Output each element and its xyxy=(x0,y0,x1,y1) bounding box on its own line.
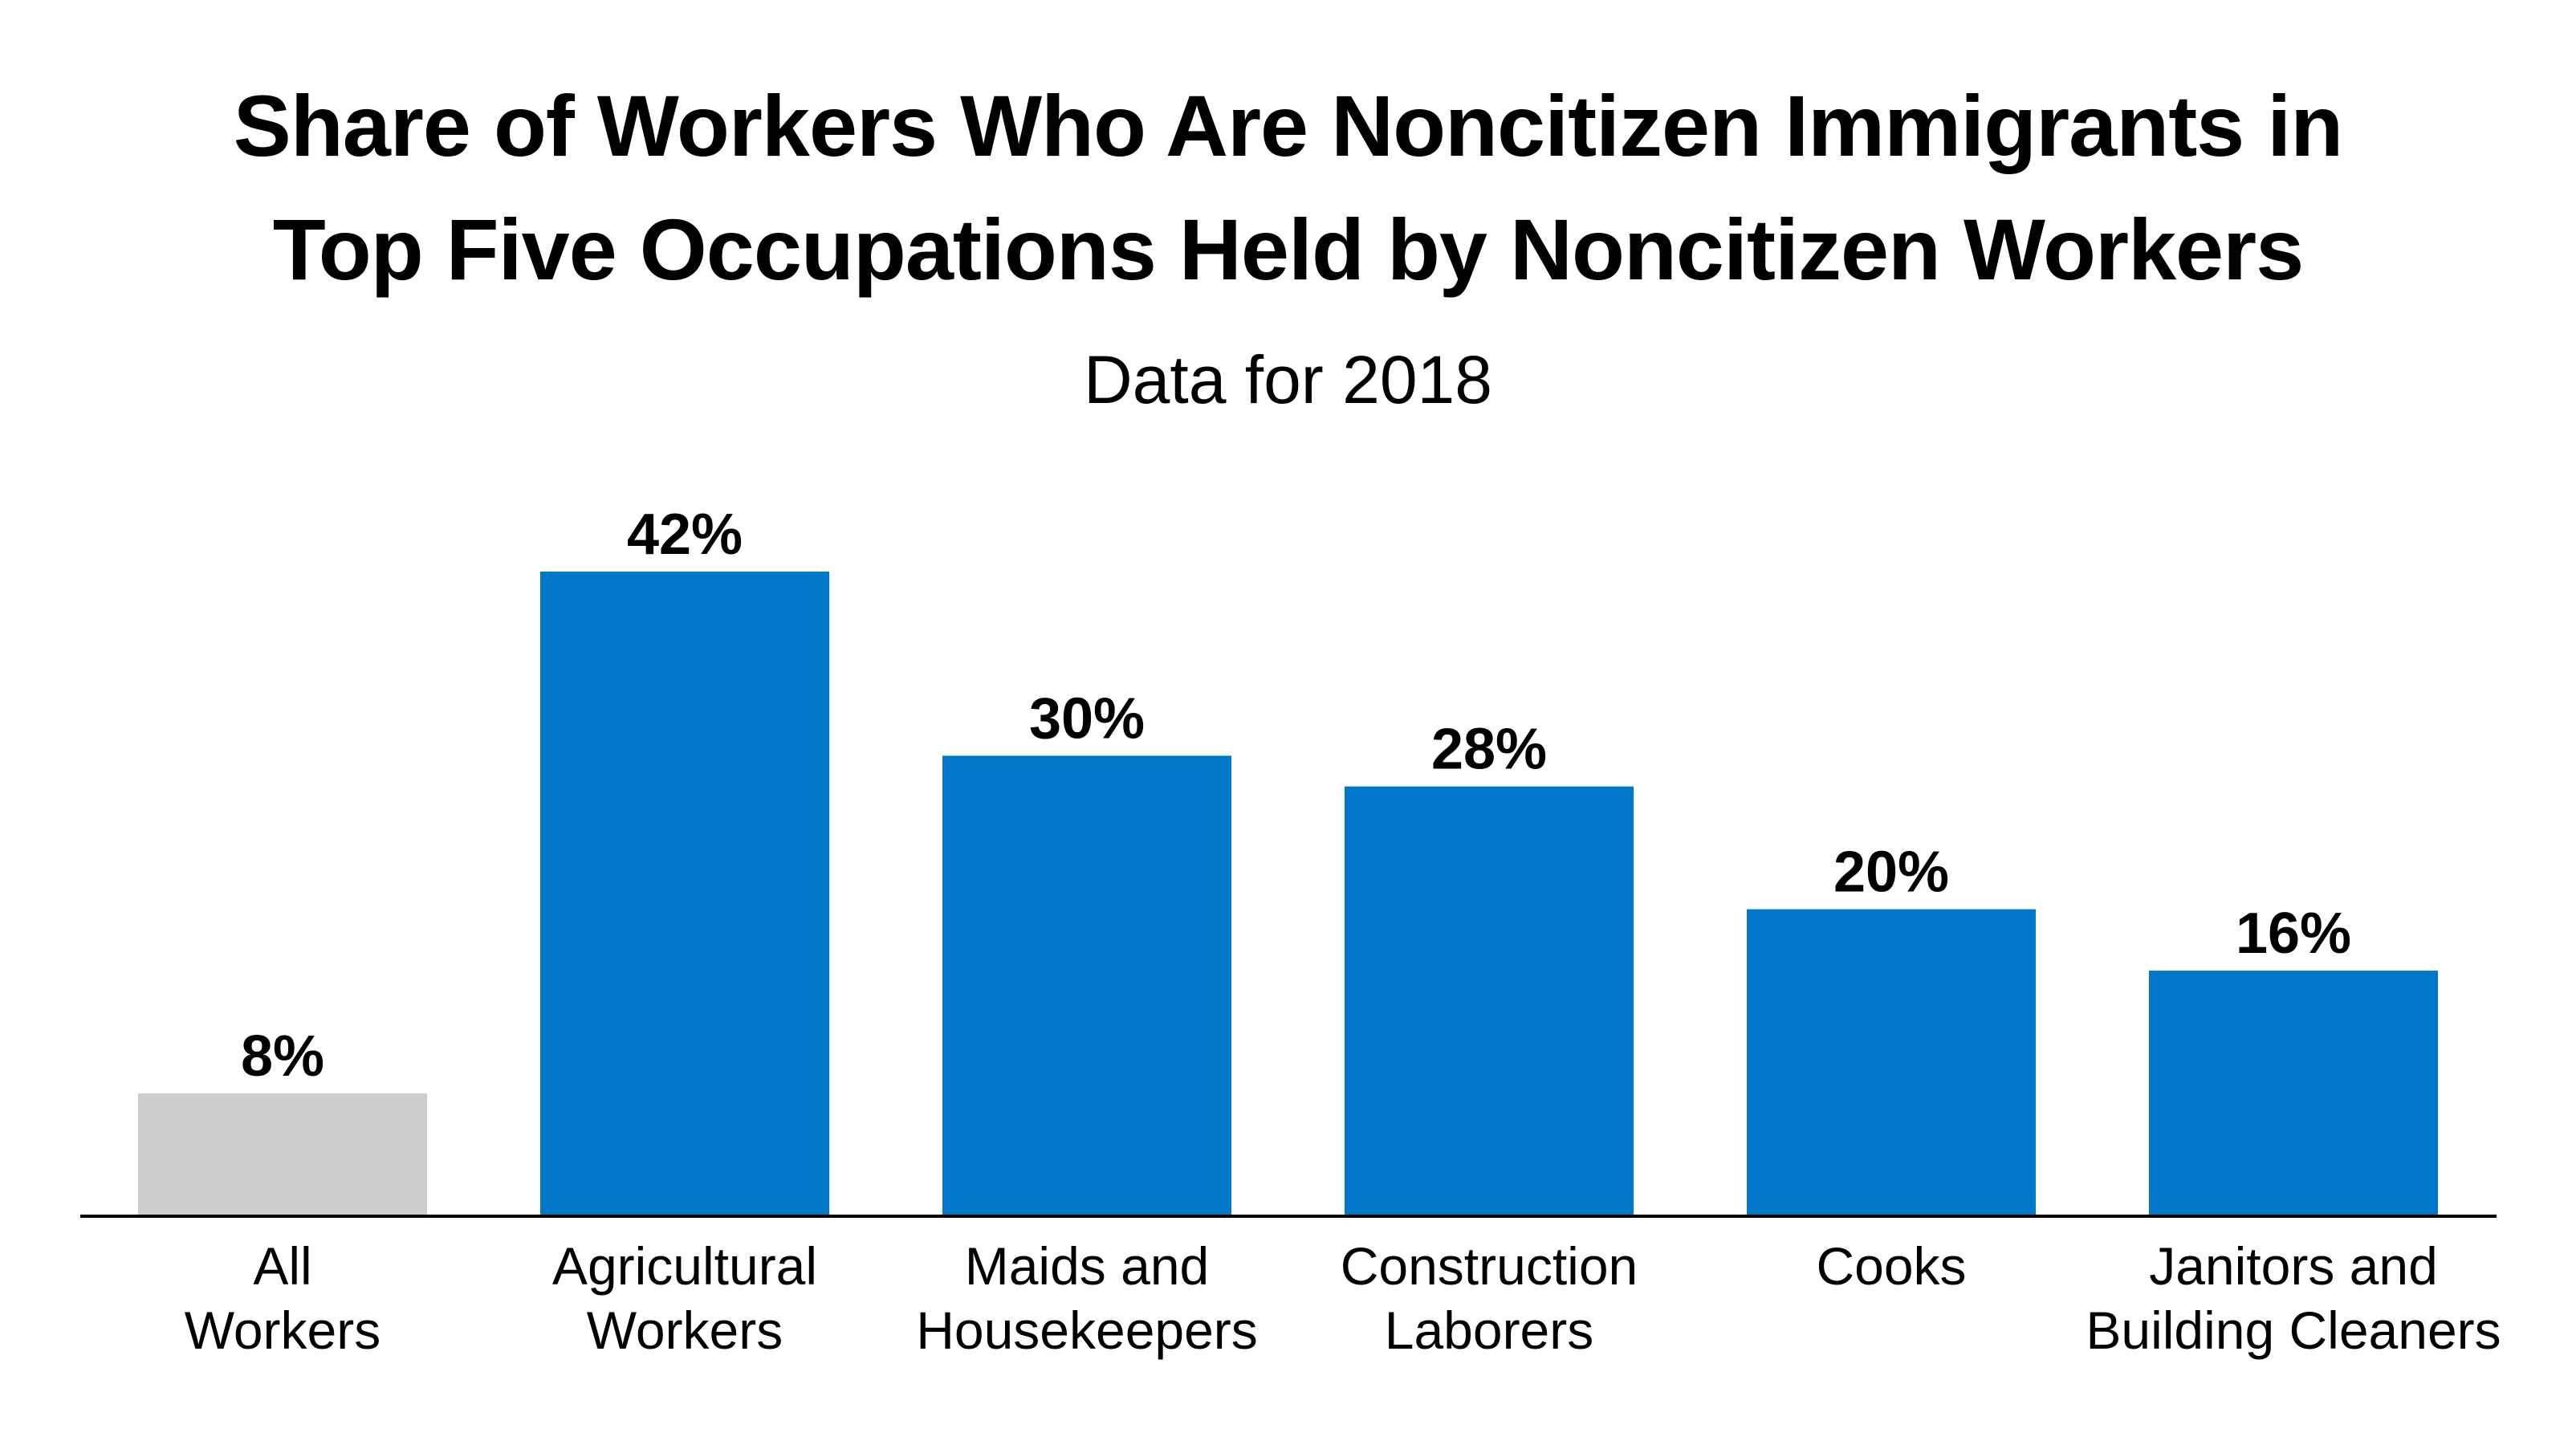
bar-value-label-2: 30% xyxy=(1029,686,1145,751)
category-label-0-line-0: All xyxy=(253,1236,311,1296)
bar-2 xyxy=(942,755,1231,1216)
chart-title-line-1: Share of Workers Who Are Noncitizen Immi… xyxy=(233,77,2343,174)
category-label-1: Agricultural Workers xyxy=(552,1236,817,1360)
bar-1 xyxy=(540,572,829,1216)
bar-value-label-5: 16% xyxy=(2236,902,2351,966)
category-label-4-line-0: Cooks xyxy=(1816,1236,1966,1296)
category-label-0-line-1: Workers xyxy=(185,1300,380,1360)
bar-value-label-3: 28% xyxy=(1431,718,1547,782)
chart-title: Share of Workers Who Are Noncitizen Immi… xyxy=(0,64,2576,311)
category-label-2-line-0: Maids and xyxy=(965,1236,1210,1296)
category-label-2: Maids and Housekeepers xyxy=(916,1236,1258,1360)
category-label-3-line-1: Laborers xyxy=(1385,1300,1594,1360)
category-label-4: Cooks xyxy=(1816,1236,1966,1296)
category-label-5: Janitors and Building Cleaners xyxy=(2086,1236,2501,1360)
category-label-3-line-0: Construction xyxy=(1341,1236,1638,1296)
bar-5 xyxy=(2149,971,2438,1216)
bar-0 xyxy=(138,1093,427,1216)
category-label-2-line-1: Housekeepers xyxy=(916,1300,1258,1360)
bar-3 xyxy=(1345,786,1634,1216)
category-label-1-line-0: Agricultural xyxy=(552,1236,817,1296)
bar-value-label-0: 8% xyxy=(241,1024,324,1089)
category-label-0: All Workers xyxy=(185,1236,380,1360)
category-label-5-line-1: Building Cleaners xyxy=(2086,1300,2501,1360)
bar-value-label-1: 42% xyxy=(627,503,743,567)
category-label-3: Construction Laborers xyxy=(1341,1236,1638,1360)
bar-value-label-4: 20% xyxy=(1833,841,1949,905)
chart-subtitle: Data for 2018 xyxy=(1083,342,1492,417)
category-label-5-line-0: Janitors and xyxy=(2149,1236,2438,1296)
bar-4 xyxy=(1747,909,2036,1216)
category-label-1-line-1: Workers xyxy=(587,1300,783,1360)
chart-title-line-2: Top Five Occupations Held by Noncitizen … xyxy=(272,201,2304,298)
